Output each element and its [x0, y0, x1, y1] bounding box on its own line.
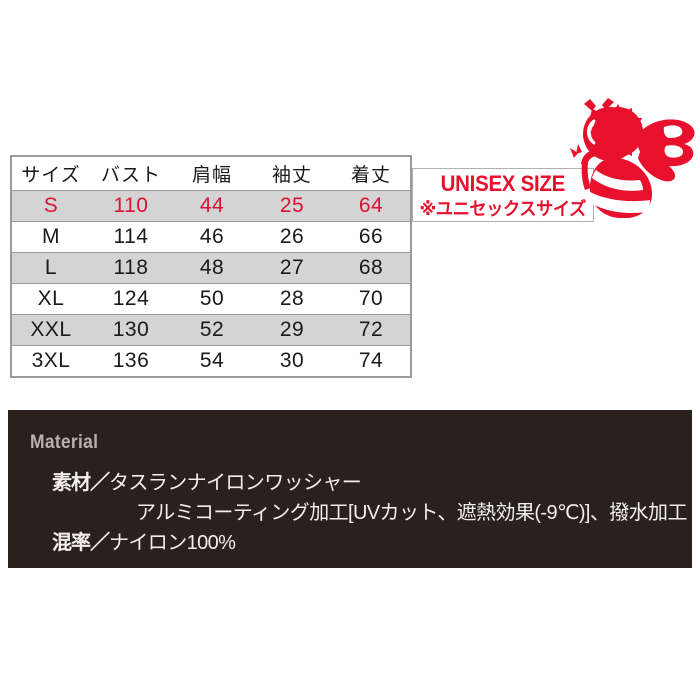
cell-size: XXL [10, 314, 90, 346]
cell-bust: 136 [90, 345, 172, 378]
table-row: M 114 46 26 66 [10, 221, 412, 253]
unisex-size-badge: UNISEX SIZE ※ユニセックスサイズ [412, 168, 594, 222]
header-cell-length: 着丈 [332, 155, 412, 191]
cell-bust: 114 [90, 221, 172, 253]
material-panel: Material 素材／タスランナイロンワッシャー アルミコーティング加工[UV… [8, 410, 692, 568]
cell-sleeve: 27 [252, 252, 332, 284]
header-cell-sleeve: 袖丈 [252, 155, 332, 191]
unisex-badge-japanese-label: ※ユニセックスサイズ [419, 198, 587, 219]
cell-sleeve: 26 [252, 221, 332, 253]
size-table-container: サイズ バスト 肩幅 袖丈 着丈 S 110 44 25 64 M 114 46… [10, 155, 412, 378]
cell-shoulder: 54 [172, 345, 252, 378]
table-row: 3XL 136 54 30 74 [10, 345, 412, 378]
cell-length: 72 [332, 314, 412, 346]
header-cell-bust: バスト [90, 155, 172, 191]
cell-length: 74 [332, 345, 412, 378]
cell-size: XL [10, 283, 90, 315]
material-line-text: アルミコーティング加工[UVカット、遮熱効果(-9℃)]、撥水加工 [136, 502, 687, 524]
cell-shoulder: 50 [172, 283, 252, 315]
material-line: 素材／タスランナイロンワッシャー [52, 468, 678, 498]
table-row: L 118 48 27 68 [10, 252, 412, 284]
cell-bust: 110 [90, 190, 172, 222]
header-cell-size: サイズ [10, 155, 90, 191]
size-table: サイズ バスト 肩幅 袖丈 着丈 S 110 44 25 64 M 114 46… [10, 155, 412, 378]
material-line-text: タスランナイロンワッシャー [109, 472, 362, 494]
cell-shoulder: 52 [172, 314, 252, 346]
cell-sleeve: 25 [252, 190, 332, 222]
material-line-text: ナイロン100% [109, 532, 236, 554]
cell-shoulder: 44 [172, 190, 252, 222]
size-table-body: サイズ バスト 肩幅 袖丈 着丈 S 110 44 25 64 M 114 46… [10, 155, 412, 378]
material-panel-title: Material [30, 432, 99, 453]
bee-logo-svg [570, 98, 695, 219]
material-line: アルミコーティング加工[UVカット、遮熱効果(-9℃)]、撥水加工 [52, 498, 687, 528]
cell-sleeve: 29 [252, 314, 332, 346]
material-line-label: 素材／ [52, 472, 110, 494]
cell-size: 3XL [10, 345, 90, 378]
header-cell-shoulder: 肩幅 [172, 155, 252, 191]
cell-bust: 118 [90, 252, 172, 284]
table-row: XL 124 50 28 70 [10, 283, 412, 315]
table-row: S 110 44 25 64 [10, 190, 412, 222]
material-panel-body: 素材／タスランナイロンワッシャー アルミコーティング加工[UVカット、遮熱効果(… [52, 468, 687, 558]
cell-sleeve: 28 [252, 283, 332, 315]
cell-sleeve: 30 [252, 345, 332, 378]
cell-length: 68 [332, 252, 412, 284]
cell-size: S [10, 190, 90, 222]
unisex-badge-english-label: UNISEX SIZE [440, 170, 566, 196]
material-line-label: 混率／ [52, 532, 110, 554]
cell-bust: 130 [90, 314, 172, 346]
cell-length: 64 [332, 190, 412, 222]
bee-logo-icon [556, 96, 700, 219]
size-table-header-row: サイズ バスト 肩幅 袖丈 着丈 [10, 155, 412, 191]
table-row: XXL 130 52 29 72 [10, 314, 412, 346]
cell-size: M [10, 221, 90, 253]
cell-shoulder: 48 [172, 252, 252, 284]
cell-bust: 124 [90, 283, 172, 315]
cell-shoulder: 46 [172, 221, 252, 253]
cell-length: 66 [332, 221, 412, 253]
material-line: 混率／ナイロン100% [52, 528, 678, 558]
cell-size: L [10, 252, 90, 284]
cell-length: 70 [332, 283, 412, 315]
